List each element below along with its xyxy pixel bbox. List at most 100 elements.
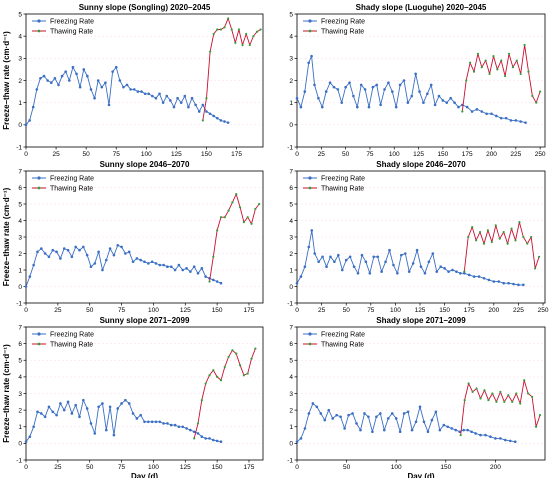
freezing-rate-point [223,120,226,123]
x-tick-label: 150 [440,464,451,471]
y-tick-label: 5 [289,358,293,365]
thawing-rate-point [241,43,244,47]
y-tick-label: 3 [18,234,22,241]
freezing-rate-point [55,413,58,417]
thawing-rate-point [507,394,510,397]
x-tick-label: 250 [535,151,546,158]
thawing-rate-point [526,242,529,245]
y-tick-label: 3 [18,56,22,63]
y-tick-label: 2 [18,78,22,85]
y-tick-label: 0 [289,284,293,291]
thawing-rate-point [467,382,470,385]
freezing-rate-point [512,282,515,286]
y-tick-label: 2 [18,407,22,414]
freezing-rate-point [347,413,350,417]
thawing-rate-point [523,43,526,47]
legend-thawing-label: Thawing Rate [321,185,364,192]
freezing-rate-point [166,265,169,269]
thawing-rate-point [488,72,491,75]
thawing-rate-point [515,392,518,395]
y-tick-label: 0 [18,284,22,291]
thawing-rate-point [242,374,245,377]
freezing-rate-point [161,101,165,104]
freezing-rate-point [39,412,43,415]
y-tick-label: 0 [289,122,293,129]
freezing-rate-point [101,268,104,272]
y-tick-label: 7 [289,168,293,175]
thawing-rate-point [227,17,230,20]
freezing-rate-point [519,120,522,123]
thawing-rate-point [465,79,468,82]
thawing-rate-point [519,72,522,75]
thawing-rate-point [471,390,474,393]
freezing-rate-point [101,402,104,405]
freezing-rate-point [86,74,89,78]
freezing-rate-point [375,83,379,87]
freezing-rate-point [303,90,307,93]
legend-thawing-marker [308,29,312,33]
thawing-rate-point [534,267,537,270]
freezing-rate-line [25,244,222,287]
freezing-rate-point [494,437,497,440]
freezing-rate-point [394,417,398,420]
thawing-rate-point [487,399,490,402]
x-axis-label: Day (d) [131,472,158,478]
freezing-rate-point [418,405,422,409]
freezing-rate-point [485,112,488,116]
thawing-rate-point [475,387,478,390]
y-tick-label: 2 [289,407,293,414]
freezing-rate-point [42,74,46,78]
thawing-rate-point [200,399,203,402]
thawing-rate-point [235,193,238,196]
thawing-rate-point [193,437,196,440]
y-tick-label: 2 [289,78,293,85]
y-tick-label: 2 [289,251,293,258]
freezing-rate-point [367,415,370,419]
freezing-rate-point [380,270,383,273]
freezing-rate-point [442,423,446,427]
freezing-rate-point [36,410,39,414]
legend-thawing-label: Thawing Rate [50,28,93,35]
freezing-rate-point [333,260,336,264]
freezing-rate-point [411,262,415,265]
freezing-rate-point [407,270,411,273]
freezing-rate-point [219,119,223,122]
freezing-rate-point [93,262,97,265]
freezing-rate-point [340,101,344,104]
y-axis-label: Freeze–thaw rate (cm·d⁻¹) [2,344,11,443]
legend-thawing-marker [37,29,41,33]
freezing-rate-point [352,94,355,98]
freezing-rate-point [24,123,28,127]
freezing-rate-point [477,275,481,278]
freezing-rate-point [344,258,348,262]
freezing-rate-point [154,420,158,424]
thawing-rate-point [503,400,506,403]
freezing-rate-point [183,94,187,98]
thawing-rate-point [223,216,226,219]
x-tick-label: 200 [490,464,501,471]
freezing-rate-point [165,94,169,98]
y-tick-label: 3 [289,56,293,63]
freezing-rate-point [118,79,122,82]
thawing-rate-point [459,433,462,437]
freezing-rate-point [97,405,100,409]
x-tick-label: 25 [318,151,326,158]
y-tick-label: 0 [289,441,293,448]
freezing-rate-point [513,440,517,444]
freezing-rate-point [307,61,310,65]
y-tick-label: 1 [18,424,22,431]
freezing-rate-point [173,423,177,427]
freezing-rate-point [151,94,154,98]
freezing-rate-point [192,430,196,434]
thawing-rate-point [498,237,501,240]
freezing-rate-point [55,250,58,254]
thawing-rate-point [484,59,487,62]
y-tick-label: 5 [289,201,293,208]
thawing-rate-point [227,209,230,212]
x-tick-label: 100 [391,464,402,471]
x-tick-label: 150 [437,151,448,158]
y-tick-label: 3 [289,391,293,398]
legend-freezing-label: Freezing Rate [50,18,94,25]
x-tick-label: 50 [86,307,94,314]
x-tick-label: 0 [295,464,299,471]
